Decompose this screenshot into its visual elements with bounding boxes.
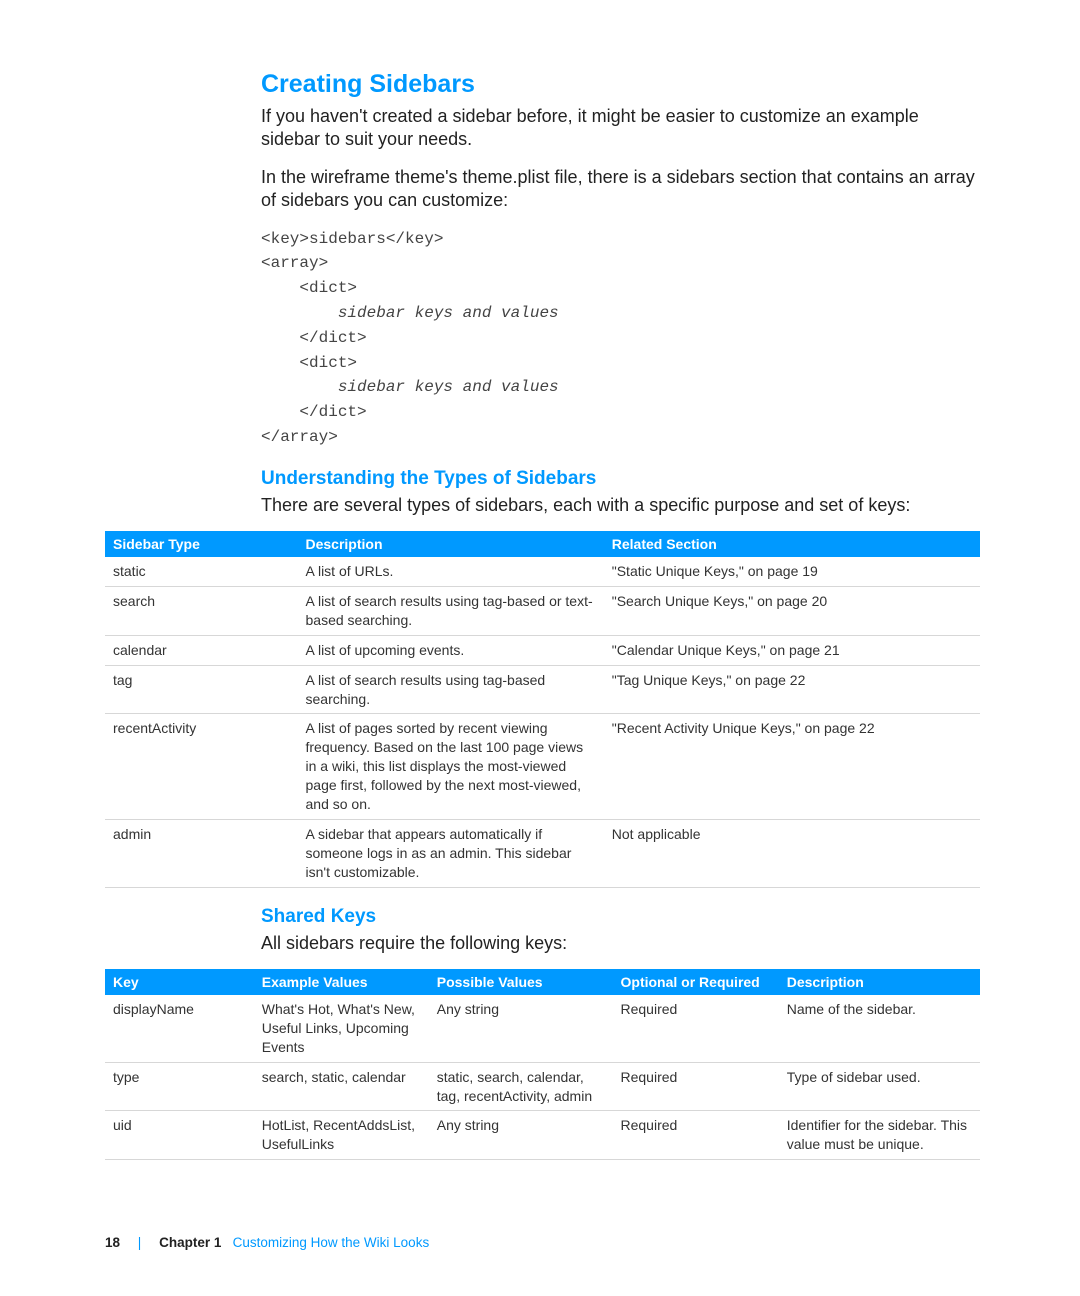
chapter-title: Customizing How the Wiki Looks	[233, 1235, 430, 1250]
table-cell: Any string	[429, 1111, 613, 1160]
table-cell: Required	[613, 1062, 779, 1111]
table-cell: A list of URLs.	[298, 557, 604, 586]
body-text: If you haven't created a sidebar before,…	[261, 105, 980, 152]
table-row: tagA list of search results using tag-ba…	[105, 665, 980, 714]
table-row: adminA sidebar that appears automaticall…	[105, 819, 980, 887]
table-header: Key	[105, 969, 254, 995]
section-heading-creating: Creating Sidebars	[261, 70, 980, 99]
section-heading-shared-keys: Shared Keys	[261, 906, 980, 928]
page-number: 18	[105, 1235, 120, 1250]
table-cell: A list of search results using tag-based…	[298, 665, 604, 714]
table-cell: tag	[105, 665, 298, 714]
table-cell: type	[105, 1062, 254, 1111]
table-cell: Any string	[429, 995, 613, 1062]
footer-divider: |	[124, 1235, 156, 1250]
table-row: staticA list of URLs."Static Unique Keys…	[105, 557, 980, 586]
table-cell: HotList, RecentAddsList, UsefulLinks	[254, 1111, 429, 1160]
table-cell: recentActivity	[105, 714, 298, 819]
chapter-label: Chapter 1	[159, 1235, 221, 1250]
table-cell: A sidebar that appears automatically if …	[298, 819, 604, 887]
table-header: Description	[779, 969, 980, 995]
table-cell: static	[105, 557, 298, 586]
sidebar-types-table: Sidebar TypeDescriptionRelated Section s…	[105, 531, 980, 887]
table-row: displayNameWhat's Hot, What's New, Usefu…	[105, 995, 980, 1062]
table-cell: "Static Unique Keys," on page 19	[604, 557, 980, 586]
table-cell: A list of search results using tag-based…	[298, 587, 604, 636]
table-cell: search	[105, 587, 298, 636]
table-row: typesearch, static, calendarstatic, sear…	[105, 1062, 980, 1111]
table-cell: Required	[613, 995, 779, 1062]
table-cell: "Calendar Unique Keys," on page 21	[604, 635, 980, 665]
table-header: Description	[298, 531, 604, 557]
table-header: Optional or Required	[613, 969, 779, 995]
table-header: Related Section	[604, 531, 980, 557]
table-cell: Type of sidebar used.	[779, 1062, 980, 1111]
table-cell: uid	[105, 1111, 254, 1160]
table-cell: Identifier for the sidebar. This value m…	[779, 1111, 980, 1160]
table-row: uidHotList, RecentAddsList, UsefulLinksA…	[105, 1111, 980, 1160]
table-header: Example Values	[254, 969, 429, 995]
table-cell: search, static, calendar	[254, 1062, 429, 1111]
table-cell: "Recent Activity Unique Keys," on page 2…	[604, 714, 980, 819]
table-cell: displayName	[105, 995, 254, 1062]
table-cell: static, search, calendar, tag, recentAct…	[429, 1062, 613, 1111]
section-heading-types: Understanding the Types of Sidebars	[261, 468, 980, 490]
table-header: Sidebar Type	[105, 531, 298, 557]
body-text: In the wireframe theme's theme.plist fil…	[261, 166, 980, 213]
table-cell: What's Hot, What's New, Useful Links, Up…	[254, 995, 429, 1062]
page-footer: 18 | Chapter 1 Customizing How the Wiki …	[105, 1235, 980, 1250]
table-cell: Not applicable	[604, 819, 980, 887]
table-cell: Required	[613, 1111, 779, 1160]
body-text: There are several types of sidebars, eac…	[261, 494, 980, 517]
table-cell: "Tag Unique Keys," on page 22	[604, 665, 980, 714]
table-row: calendarA list of upcoming events."Calen…	[105, 635, 980, 665]
shared-keys-table: KeyExample ValuesPossible ValuesOptional…	[105, 969, 980, 1160]
table-cell: calendar	[105, 635, 298, 665]
table-header: Possible Values	[429, 969, 613, 995]
table-cell: "Search Unique Keys," on page 20	[604, 587, 980, 636]
table-cell: Name of the sidebar.	[779, 995, 980, 1062]
table-cell: A list of upcoming events.	[298, 635, 604, 665]
table-cell: admin	[105, 819, 298, 887]
code-block: <key>sidebars</key> <array> <dict> sideb…	[261, 227, 980, 450]
table-row: recentActivityA list of pages sorted by …	[105, 714, 980, 819]
table-row: searchA list of search results using tag…	[105, 587, 980, 636]
table-cell: A list of pages sorted by recent viewing…	[298, 714, 604, 819]
body-text: All sidebars require the following keys:	[261, 932, 980, 955]
